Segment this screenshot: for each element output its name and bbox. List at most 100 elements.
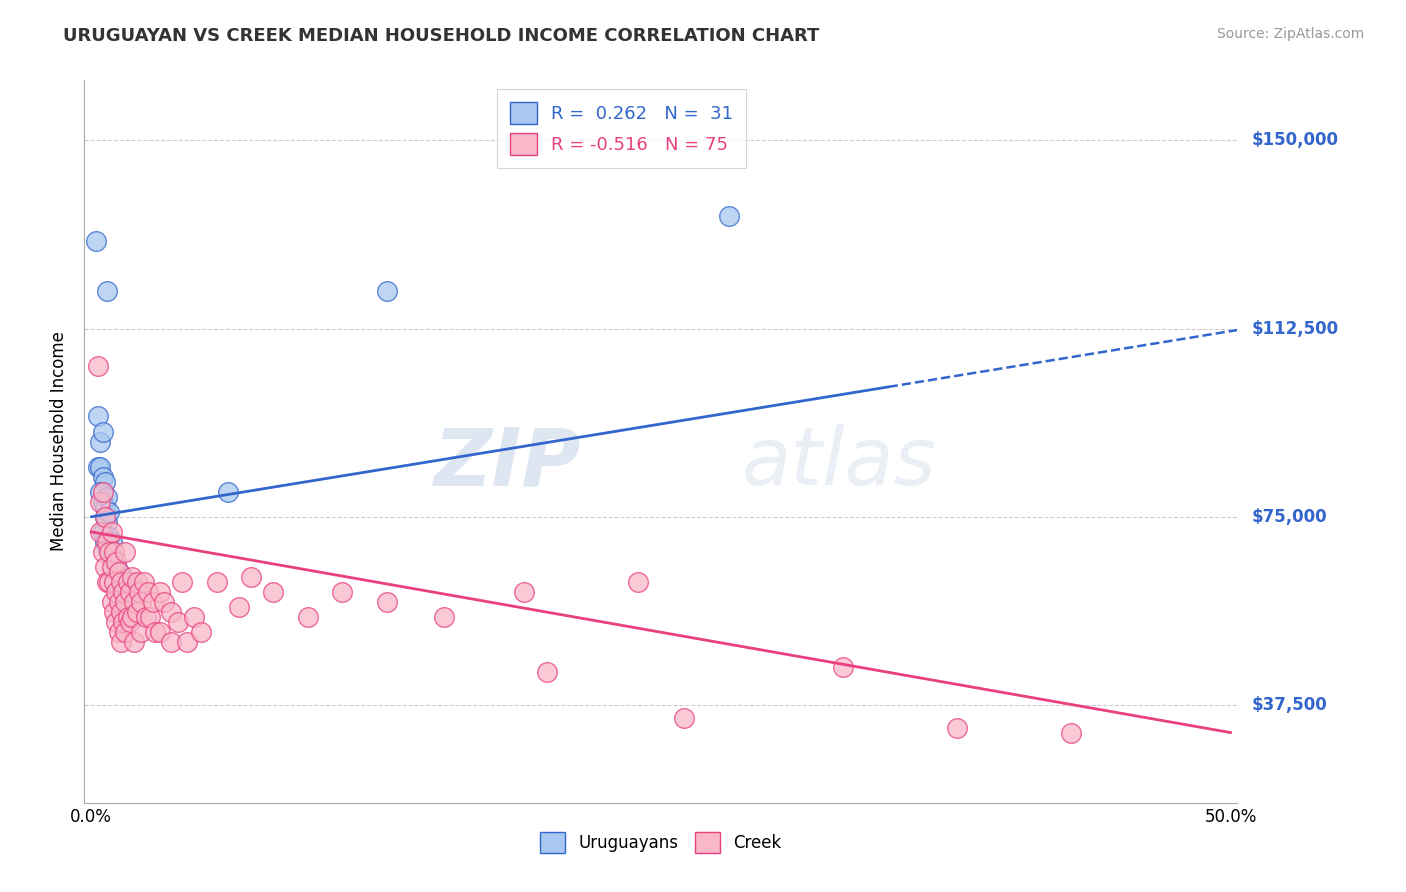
Text: ZIP: ZIP bbox=[433, 425, 581, 502]
Text: $37,500: $37,500 bbox=[1251, 696, 1327, 714]
Point bbox=[125, 574, 148, 589]
Point bbox=[128, 585, 150, 599]
Point bbox=[239, 570, 262, 584]
Point bbox=[96, 540, 118, 554]
Point bbox=[107, 565, 129, 579]
Point bbox=[91, 524, 114, 539]
Point bbox=[103, 545, 125, 559]
Point bbox=[114, 595, 136, 609]
Point bbox=[91, 469, 114, 483]
Point bbox=[100, 524, 122, 539]
Point bbox=[87, 459, 110, 474]
Point bbox=[110, 635, 132, 649]
Point bbox=[96, 574, 118, 589]
Point bbox=[87, 359, 110, 374]
Point bbox=[718, 209, 741, 223]
Point bbox=[118, 585, 141, 599]
Text: $112,500: $112,500 bbox=[1251, 319, 1339, 338]
Point bbox=[131, 595, 153, 609]
Y-axis label: Median Household Income: Median Household Income bbox=[51, 332, 69, 551]
Text: URUGUAYAN VS CREEK MEDIAN HOUSEHOLD INCOME CORRELATION CHART: URUGUAYAN VS CREEK MEDIAN HOUSEHOLD INCO… bbox=[63, 27, 820, 45]
Point bbox=[103, 555, 125, 569]
Text: atlas: atlas bbox=[741, 425, 936, 502]
Point bbox=[172, 574, 194, 589]
Point bbox=[91, 484, 114, 499]
Point bbox=[98, 530, 121, 544]
Point bbox=[107, 595, 129, 609]
Point bbox=[107, 565, 129, 579]
Point bbox=[110, 574, 132, 589]
Point bbox=[832, 660, 855, 674]
Point bbox=[112, 615, 135, 630]
Point bbox=[136, 585, 159, 599]
Point bbox=[135, 610, 157, 624]
Point bbox=[89, 459, 111, 474]
Point bbox=[96, 534, 118, 549]
Point bbox=[91, 425, 114, 439]
Point bbox=[110, 605, 132, 619]
Point bbox=[297, 610, 319, 624]
Point bbox=[105, 555, 128, 569]
Point bbox=[139, 610, 162, 624]
Legend: Uruguayans, Creek: Uruguayans, Creek bbox=[533, 826, 789, 860]
Point bbox=[112, 570, 135, 584]
Point bbox=[160, 605, 183, 619]
Point bbox=[627, 574, 650, 589]
Point bbox=[228, 600, 250, 615]
Point bbox=[513, 585, 536, 599]
Point bbox=[89, 524, 111, 539]
Point bbox=[96, 490, 118, 504]
Point bbox=[160, 635, 183, 649]
Point bbox=[105, 615, 128, 630]
Point bbox=[124, 595, 146, 609]
Point bbox=[176, 635, 198, 649]
Point bbox=[103, 605, 125, 619]
Point bbox=[105, 560, 128, 574]
Point bbox=[105, 585, 128, 599]
Point bbox=[114, 625, 136, 640]
Point bbox=[84, 234, 107, 248]
Point bbox=[117, 610, 139, 624]
Point bbox=[98, 505, 121, 519]
Point bbox=[183, 610, 205, 624]
Point bbox=[96, 284, 118, 298]
Point bbox=[98, 545, 121, 559]
Point bbox=[131, 625, 153, 640]
Text: Source: ZipAtlas.com: Source: ZipAtlas.com bbox=[1216, 27, 1364, 41]
Point bbox=[100, 560, 122, 574]
Point bbox=[118, 615, 141, 630]
Point bbox=[94, 534, 117, 549]
Point bbox=[100, 534, 122, 549]
Point bbox=[94, 509, 117, 524]
Text: $75,000: $75,000 bbox=[1251, 508, 1327, 525]
Point bbox=[94, 475, 117, 489]
Point bbox=[672, 710, 695, 724]
Point bbox=[96, 515, 118, 529]
Point bbox=[121, 610, 143, 624]
Point bbox=[94, 509, 117, 524]
Point bbox=[87, 409, 110, 424]
Point bbox=[946, 721, 969, 735]
Point bbox=[263, 585, 285, 599]
Text: $150,000: $150,000 bbox=[1251, 131, 1339, 150]
Point bbox=[91, 545, 114, 559]
Point bbox=[121, 570, 143, 584]
Point bbox=[117, 574, 139, 589]
Point bbox=[536, 665, 558, 680]
Point bbox=[125, 605, 148, 619]
Point bbox=[148, 585, 170, 599]
Point bbox=[103, 574, 125, 589]
Point bbox=[148, 625, 170, 640]
Point bbox=[94, 560, 117, 574]
Point bbox=[143, 625, 166, 640]
Point bbox=[132, 574, 155, 589]
Point bbox=[98, 545, 121, 559]
Point bbox=[100, 595, 122, 609]
Point bbox=[153, 595, 176, 609]
Point bbox=[166, 615, 188, 630]
Point bbox=[91, 494, 114, 508]
Point bbox=[98, 574, 121, 589]
Point bbox=[89, 494, 111, 508]
Point bbox=[124, 635, 146, 649]
Point bbox=[377, 284, 399, 298]
